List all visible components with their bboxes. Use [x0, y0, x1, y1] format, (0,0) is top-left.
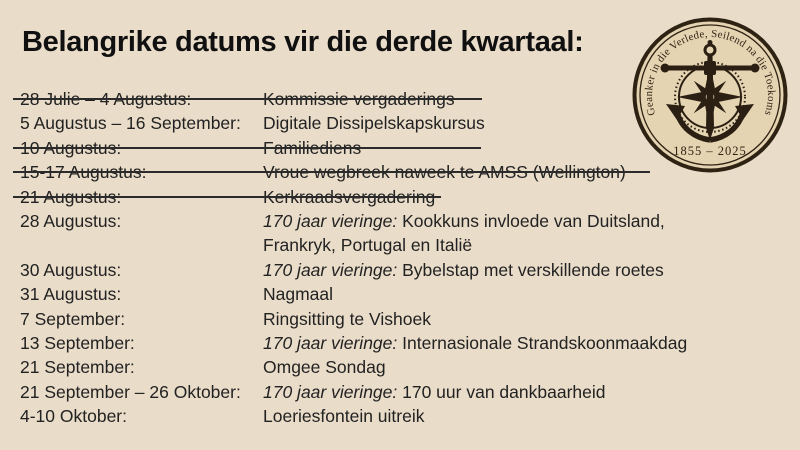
schedule-date: 21 September – 26 Oktober:: [20, 381, 241, 402]
schedule-date: 28 Julie – 4 Augustus:: [20, 89, 192, 109]
schedule-description: Kerkraadsvergadering: [263, 185, 788, 209]
description-line: Omgee Sondag: [263, 357, 386, 378]
schedule-description: Loeriesfontein uitreik: [263, 404, 788, 428]
schedule-date: 7 September:: [20, 308, 126, 329]
schedule-description: 170 jaar vieringe: Bybelstap met verskil…: [263, 258, 788, 282]
schedule-row: 21 September – 26 Oktober: 170 jaar vier…: [20, 380, 788, 404]
logo-years-text: 1855 – 2025: [673, 144, 747, 158]
schedule-row: 15-17 Augustus: Vroue wegbreek naweek te…: [13, 160, 788, 184]
schedule-description: Vroue wegbreek naweek te AMSS (Wellingto…: [263, 160, 788, 184]
schedule-date: 5 Augustus – 16 September:: [20, 113, 241, 134]
schedule-description: 170 jaar vieringe: Internasionale Strand…: [263, 331, 788, 355]
schedule-list: 28 Julie – 4 Augustus: Kommissie vergade…: [13, 87, 788, 429]
description-line: 170 jaar vieringe: Internasionale Strand…: [263, 333, 688, 354]
schedule-date: 10 Augustus:: [20, 137, 122, 158]
description-line: Frankryk, Portugal en Italië: [263, 235, 473, 256]
anniversary-label: 170 jaar vieringe:: [263, 381, 403, 402]
schedule-row: 13 September: 170 jaar vieringe: Interna…: [20, 331, 788, 355]
schedule-row: 21 Augustus: Kerkraadsvergadering: [13, 185, 788, 209]
description-line: Nagmaal: [263, 284, 334, 305]
schedule-row: 10 Augustus: Familiediens: [13, 136, 788, 160]
description-line: Vroue wegbreek naweek te AMSS (Wellingto…: [263, 162, 626, 183]
schedule-date: 28 Augustus:: [20, 211, 122, 232]
schedule-row: 28 Augustus: 170 jaar vieringe: Kookkuns…: [20, 209, 788, 258]
schedule-row: 28 Julie – 4 Augustus: Kommissie vergade…: [13, 87, 788, 111]
schedule-row: 21 September: Omgee Sondag: [20, 355, 788, 379]
logo-inner-ring: [639, 24, 781, 166]
schedule-description: Ringsitting te Vishoek: [263, 307, 788, 331]
schedule-description: 170 jaar vieringe: Kookkuns invloede van…: [263, 209, 788, 258]
schedule-description: Familiediens: [263, 136, 788, 160]
schedule-row: 5 Augustus – 16 September: Digitale Diss…: [20, 111, 788, 135]
schedule-row: 4-10 Oktober: Loeriesfontein uitreik: [20, 404, 788, 428]
description-line: Loeriesfontein uitreik: [263, 406, 425, 427]
description-line: 170 jaar vieringe: Kookkuns invloede van…: [263, 211, 665, 232]
schedule-date: 30 Augustus:: [20, 259, 122, 280]
schedule-row: 7 September: Ringsitting te Vishoek: [20, 307, 788, 331]
schedule-date: 15-17 Augustus:: [20, 162, 147, 183]
page-title: Belangrike datums vir die derde kwartaal…: [22, 26, 584, 58]
anniversary-label: 170 jaar vieringe:: [263, 211, 403, 232]
anniversary-label: 170 jaar vieringe:: [263, 333, 403, 354]
schedule-description: Kommissie vergaderings: [263, 87, 788, 111]
schedule-row: 31 Augustus: Nagmaal: [20, 282, 788, 306]
schedule-description: Digitale Dissipelskapskursus: [263, 111, 788, 135]
description-line: Ringsitting te Vishoek: [263, 308, 431, 329]
schedule-date: 31 Augustus:: [20, 284, 122, 305]
schedule-date: 21 Augustus:: [20, 186, 122, 207]
schedule-description: Nagmaal: [263, 282, 788, 306]
schedule-description: 170 jaar vieringe: 170 uur van dankbaarh…: [263, 380, 788, 404]
description-line: Kommissie vergaderings: [263, 89, 455, 109]
anchor-icon: [660, 40, 760, 143]
logo-seal: Geanker in die Verlede, Seilend na die T…: [632, 17, 788, 173]
schedule-date: 4-10 Oktober:: [20, 406, 127, 427]
description-line: Familiediens: [263, 137, 362, 158]
description-line: 170 jaar vieringe: Bybelstap met verskil…: [263, 259, 664, 280]
anniversary-label: 170 jaar vieringe:: [263, 259, 403, 280]
description-line: Kerkraadsvergadering: [263, 186, 436, 207]
schedule-description: Omgee Sondag: [263, 355, 788, 379]
description-line: Digitale Dissipelskapskursus: [263, 113, 485, 134]
schedule-date: 13 September:: [20, 333, 135, 354]
schedule-date: 21 September:: [20, 357, 135, 378]
church-anniversary-logo: Geanker in die Verlede, Seilend na die T…: [631, 16, 789, 174]
schedule-row: 30 Augustus: 170 jaar vieringe: Bybelsta…: [20, 258, 788, 282]
description-line: 170 jaar vieringe: 170 uur van dankbaarh…: [263, 381, 606, 402]
